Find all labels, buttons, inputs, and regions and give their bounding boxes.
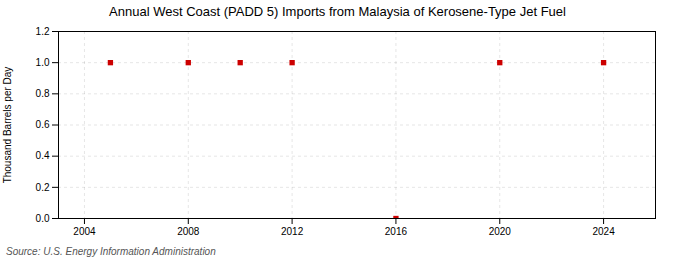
svg-text:2004: 2004 [73, 226, 96, 237]
svg-text:Thousand Barrels per Day: Thousand Barrels per Day [2, 67, 13, 184]
svg-text:2008: 2008 [177, 226, 200, 237]
html-text:Source: U.S. Energy Informatio: Source: U.S. Energy Information Administ… [6, 246, 216, 257]
svg-text:0.8: 0.8 [36, 88, 50, 99]
svg-text:0.2: 0.2 [36, 182, 50, 193]
svg-text:0.4: 0.4 [36, 150, 50, 161]
svg-text:2016: 2016 [385, 226, 408, 237]
svg-text:0.0: 0.0 [36, 213, 50, 224]
svg-text:1.0: 1.0 [36, 57, 50, 68]
svg-text:2020: 2020 [489, 226, 512, 237]
svg-text:2024: 2024 [592, 226, 615, 237]
svg-text:0.6: 0.6 [36, 119, 50, 130]
svg-text:2012: 2012 [281, 226, 304, 237]
svg-text:1.2: 1.2 [36, 26, 50, 37]
html-text:Annual West Coast (PADD 5) Imp: Annual West Coast (PADD 5) Imports from … [109, 4, 566, 19]
